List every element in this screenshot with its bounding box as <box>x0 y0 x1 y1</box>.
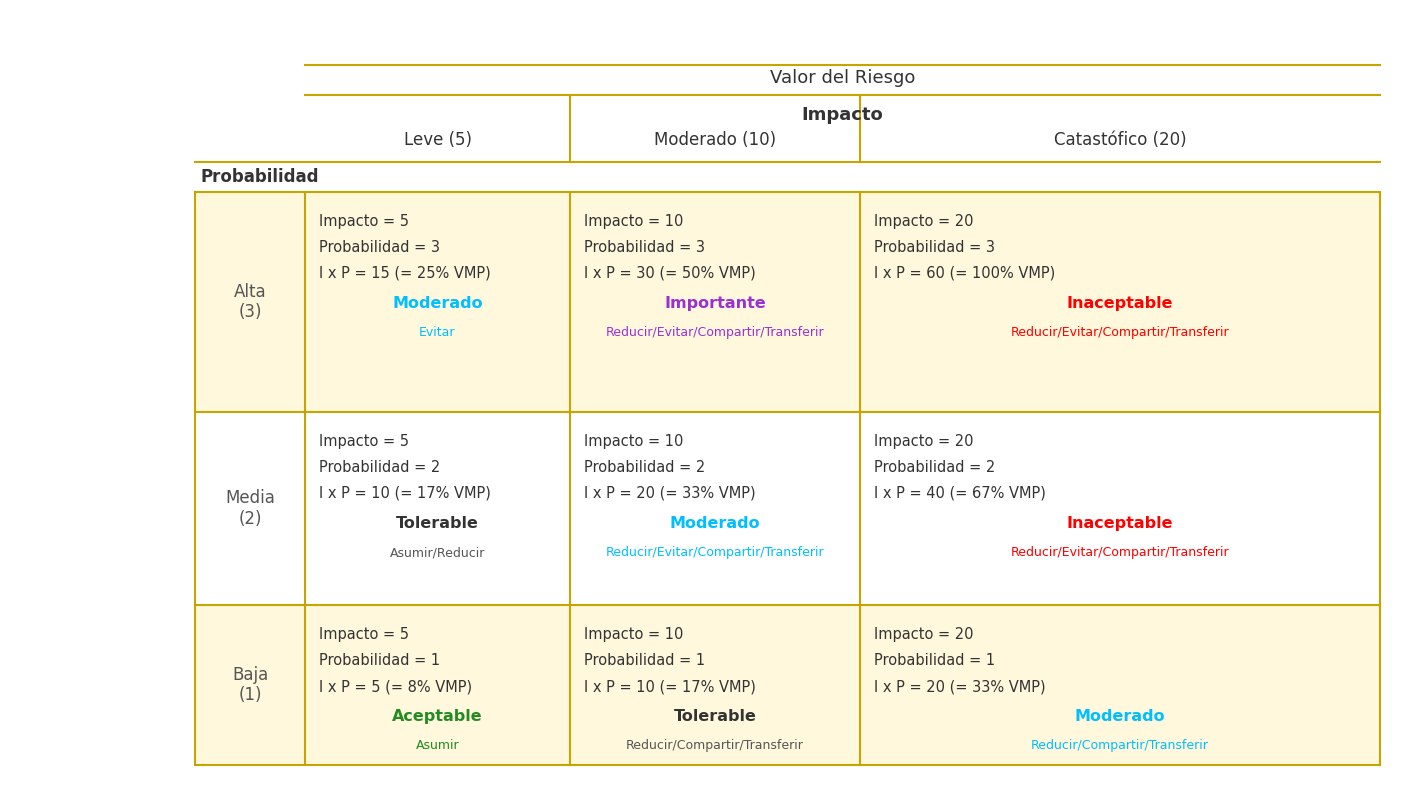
Text: Impacto = 5: Impacto = 5 <box>318 214 408 229</box>
Text: Tolerable: Tolerable <box>396 516 478 531</box>
Text: Catastófico (20): Catastófico (20) <box>1054 131 1187 149</box>
Text: Impacto = 5: Impacto = 5 <box>318 434 408 449</box>
Text: I x P = 10 (= 17% VMP): I x P = 10 (= 17% VMP) <box>318 486 491 501</box>
Text: Moderado: Moderado <box>1075 709 1165 724</box>
Bar <box>196 192 306 412</box>
Text: I x P = 20 (= 33% VMP): I x P = 20 (= 33% VMP) <box>874 679 1045 694</box>
Text: Probabilidad = 3: Probabilidad = 3 <box>584 240 705 255</box>
Bar <box>860 412 1379 605</box>
Text: Impacto = 5: Impacto = 5 <box>318 627 408 642</box>
Bar <box>860 192 1379 412</box>
Text: Probabilidad = 2: Probabilidad = 2 <box>318 460 440 475</box>
Text: Asumir: Asumir <box>416 739 460 752</box>
Text: Probabilidad = 1: Probabilidad = 1 <box>874 653 995 668</box>
Text: Valor del Riesgo: Valor del Riesgo <box>770 69 915 87</box>
Text: I x P = 30 (= 50% VMP): I x P = 30 (= 50% VMP) <box>584 266 755 281</box>
Text: Impacto = 20: Impacto = 20 <box>874 434 974 449</box>
Text: Evitar: Evitar <box>420 326 456 339</box>
Text: Impacto = 20: Impacto = 20 <box>874 627 974 642</box>
Text: I x P = 5 (= 8% VMP): I x P = 5 (= 8% VMP) <box>318 679 473 694</box>
Text: Aceptable: Aceptable <box>393 709 483 724</box>
Text: Reducir/Evitar/Compartir/Transferir: Reducir/Evitar/Compartir/Transferir <box>605 546 824 559</box>
Text: Leve (5): Leve (5) <box>404 131 471 149</box>
Text: I x P = 60 (= 100% VMP): I x P = 60 (= 100% VMP) <box>874 266 1055 281</box>
Text: I x P = 20 (= 33% VMP): I x P = 20 (= 33% VMP) <box>584 486 755 501</box>
Text: Probabilidad = 3: Probabilidad = 3 <box>318 240 440 255</box>
Bar <box>306 605 570 765</box>
Bar <box>570 192 860 412</box>
Text: Impacto = 10: Impacto = 10 <box>584 214 684 229</box>
Text: Reducir/Evitar/Compartir/Transferir: Reducir/Evitar/Compartir/Transferir <box>1011 546 1230 559</box>
Text: Asumir/Reducir: Asumir/Reducir <box>390 546 486 559</box>
Text: Importante: Importante <box>664 296 765 311</box>
Text: Probabilidad = 3: Probabilidad = 3 <box>874 240 995 255</box>
Text: Moderado: Moderado <box>670 516 760 531</box>
Bar <box>196 412 306 605</box>
Text: Media
(2): Media (2) <box>226 489 276 528</box>
Bar <box>570 605 860 765</box>
Text: Probabilidad = 1: Probabilidad = 1 <box>584 653 705 668</box>
Text: Probabilidad = 2: Probabilidad = 2 <box>874 460 995 475</box>
Text: Impacto = 10: Impacto = 10 <box>584 434 684 449</box>
Text: Reducir/Compartir/Transferir: Reducir/Compartir/Transferir <box>1031 739 1210 752</box>
Text: Impacto = 10: Impacto = 10 <box>584 627 684 642</box>
Text: Moderado (10): Moderado (10) <box>654 131 775 149</box>
Bar <box>306 192 570 412</box>
Text: Inaceptable: Inaceptable <box>1067 296 1174 311</box>
Text: I x P = 10 (= 17% VMP): I x P = 10 (= 17% VMP) <box>584 679 755 694</box>
Text: Probabilidad: Probabilidad <box>200 168 318 186</box>
Text: I x P = 15 (= 25% VMP): I x P = 15 (= 25% VMP) <box>318 266 491 281</box>
Text: Tolerable: Tolerable <box>674 709 757 724</box>
Text: Impacto: Impacto <box>801 106 884 124</box>
Bar <box>570 412 860 605</box>
Text: Moderado: Moderado <box>393 296 483 311</box>
Text: Reducir/Evitar/Compartir/Transferir: Reducir/Evitar/Compartir/Transferir <box>605 326 824 339</box>
Text: I x P = 40 (= 67% VMP): I x P = 40 (= 67% VMP) <box>874 486 1045 501</box>
Text: Probabilidad = 1: Probabilidad = 1 <box>318 653 440 668</box>
Text: Reducir/Compartir/Transferir: Reducir/Compartir/Transferir <box>625 739 804 752</box>
Text: Probabilidad = 2: Probabilidad = 2 <box>584 460 705 475</box>
Text: Inaceptable: Inaceptable <box>1067 516 1174 531</box>
Bar <box>196 605 306 765</box>
Text: Baja
(1): Baja (1) <box>231 666 268 705</box>
Text: Alta
(3): Alta (3) <box>234 282 266 322</box>
Bar <box>860 605 1379 765</box>
Text: Impacto = 20: Impacto = 20 <box>874 214 974 229</box>
Bar <box>306 412 570 605</box>
Text: Reducir/Evitar/Compartir/Transferir: Reducir/Evitar/Compartir/Transferir <box>1011 326 1230 339</box>
